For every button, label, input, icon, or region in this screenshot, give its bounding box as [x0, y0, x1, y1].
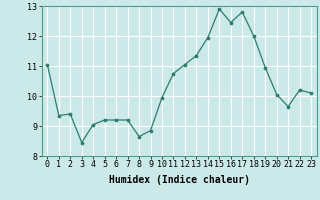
X-axis label: Humidex (Indice chaleur): Humidex (Indice chaleur): [109, 175, 250, 185]
